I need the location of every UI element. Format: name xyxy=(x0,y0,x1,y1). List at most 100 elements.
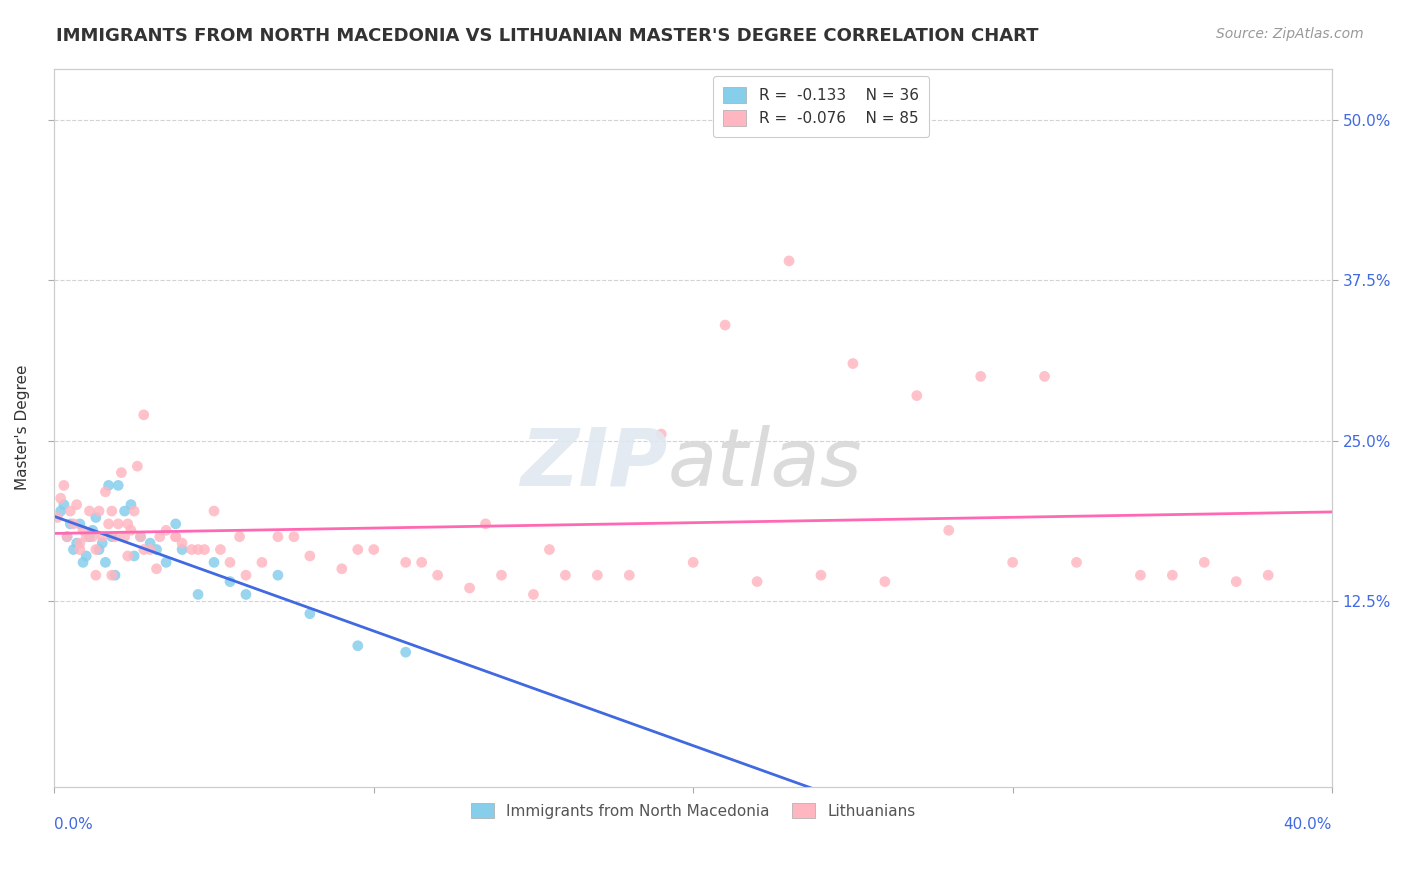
Text: atlas: atlas xyxy=(668,425,862,502)
Point xyxy=(101,530,124,544)
Point xyxy=(165,530,187,544)
Point xyxy=(1066,555,1088,569)
Point xyxy=(1033,369,1056,384)
Point xyxy=(59,504,82,518)
Point xyxy=(395,645,418,659)
Point xyxy=(97,516,120,531)
Point xyxy=(235,587,257,601)
Point xyxy=(104,530,127,544)
Point xyxy=(298,607,321,621)
Text: IMMIGRANTS FROM NORTH MACEDONIA VS LITHUANIAN MASTER'S DEGREE CORRELATION CHART: IMMIGRANTS FROM NORTH MACEDONIA VS LITHU… xyxy=(56,27,1039,45)
Point xyxy=(650,427,672,442)
Point xyxy=(75,530,97,544)
Point xyxy=(810,568,832,582)
Point xyxy=(330,562,353,576)
Point xyxy=(91,530,114,544)
Point xyxy=(117,549,139,563)
Point xyxy=(84,568,107,582)
Point xyxy=(79,530,101,544)
Point xyxy=(219,574,242,589)
Point xyxy=(87,542,110,557)
Point xyxy=(66,536,89,550)
Text: 0.0%: 0.0% xyxy=(55,817,93,832)
Point xyxy=(84,542,107,557)
Point xyxy=(172,536,194,550)
Point xyxy=(905,389,928,403)
Point xyxy=(1225,574,1247,589)
Point xyxy=(114,504,136,518)
Point xyxy=(745,574,768,589)
Point xyxy=(187,587,209,601)
Point xyxy=(193,542,215,557)
Point xyxy=(120,498,142,512)
Point xyxy=(938,524,960,538)
Point xyxy=(283,530,305,544)
Point xyxy=(298,549,321,563)
Y-axis label: Master's Degree: Master's Degree xyxy=(15,365,30,491)
Point xyxy=(458,581,481,595)
Point xyxy=(91,536,114,550)
Point xyxy=(209,542,232,557)
Point xyxy=(107,516,129,531)
Point xyxy=(165,516,187,531)
Point xyxy=(69,536,91,550)
Point xyxy=(228,530,250,544)
Point xyxy=(97,478,120,492)
Point xyxy=(970,369,993,384)
Point xyxy=(75,549,97,563)
Point xyxy=(87,504,110,518)
Text: Source: ZipAtlas.com: Source: ZipAtlas.com xyxy=(1216,27,1364,41)
Point xyxy=(107,478,129,492)
Point xyxy=(202,555,225,569)
Point xyxy=(72,555,94,569)
Point xyxy=(49,491,72,506)
Point xyxy=(120,524,142,538)
Point xyxy=(714,318,737,332)
Point xyxy=(842,357,865,371)
Point xyxy=(127,459,149,474)
Point xyxy=(72,524,94,538)
Point xyxy=(129,530,152,544)
Point xyxy=(132,408,155,422)
Point xyxy=(267,530,290,544)
Point xyxy=(62,516,84,531)
Point xyxy=(114,530,136,544)
Point xyxy=(149,530,172,544)
Point xyxy=(104,568,127,582)
Point xyxy=(778,254,800,268)
Point xyxy=(202,504,225,518)
Point xyxy=(110,466,132,480)
Point xyxy=(122,504,145,518)
Point xyxy=(155,524,177,538)
Point xyxy=(180,542,202,557)
Point xyxy=(82,530,104,544)
Point xyxy=(101,568,124,582)
Point xyxy=(56,530,79,544)
Point xyxy=(139,536,162,550)
Point xyxy=(474,516,496,531)
Point xyxy=(1161,568,1184,582)
Point xyxy=(619,568,641,582)
Point xyxy=(66,498,89,512)
Point xyxy=(56,530,79,544)
Point xyxy=(82,524,104,538)
Point xyxy=(122,549,145,563)
Point xyxy=(172,542,194,557)
Point xyxy=(1194,555,1216,569)
Point xyxy=(219,555,242,569)
Point xyxy=(117,516,139,531)
Point xyxy=(101,504,124,518)
Text: ZIP: ZIP xyxy=(520,425,668,502)
Point xyxy=(267,568,290,582)
Point xyxy=(346,542,368,557)
Point xyxy=(69,542,91,557)
Point xyxy=(554,568,576,582)
Point xyxy=(395,555,418,569)
Point xyxy=(79,504,101,518)
Point xyxy=(49,504,72,518)
Point xyxy=(165,530,187,544)
Point xyxy=(139,542,162,557)
Point xyxy=(94,555,117,569)
Point xyxy=(129,530,152,544)
Point xyxy=(52,498,75,512)
